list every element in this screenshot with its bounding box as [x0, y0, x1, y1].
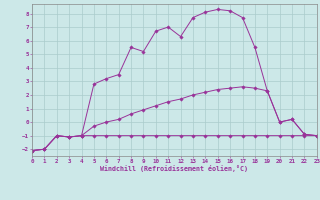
- X-axis label: Windchill (Refroidissement éolien,°C): Windchill (Refroidissement éolien,°C): [100, 165, 248, 172]
